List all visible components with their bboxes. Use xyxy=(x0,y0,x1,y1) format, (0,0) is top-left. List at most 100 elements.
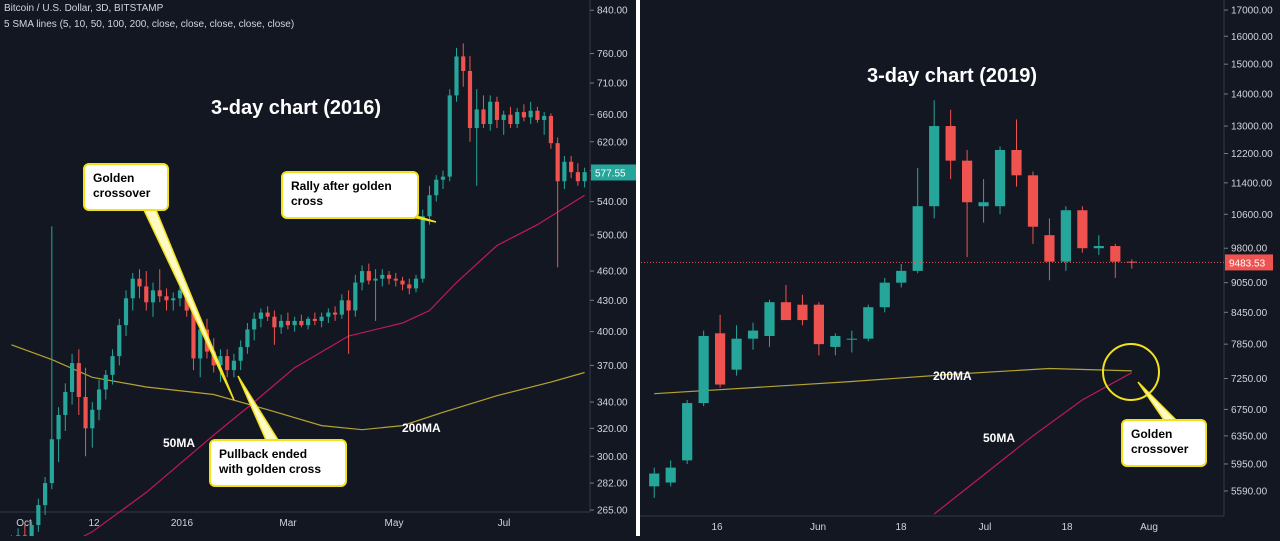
candle-up xyxy=(665,460,676,487)
ma50-label: 50MA xyxy=(163,436,195,450)
y-tick-label: 8450.00 xyxy=(1231,308,1268,319)
candle-up xyxy=(427,185,432,225)
candle-body xyxy=(569,161,574,173)
candle-body xyxy=(575,172,580,182)
candle-up xyxy=(764,299,775,347)
candle-body xyxy=(813,304,825,345)
candle-body xyxy=(682,403,693,461)
candle-body xyxy=(521,112,527,118)
candle-down xyxy=(555,137,560,268)
candle-down xyxy=(481,95,486,129)
candle-body xyxy=(339,300,344,315)
candle-up xyxy=(373,269,378,321)
y-tick-label: 14000.00 xyxy=(1231,90,1273,101)
candle-body xyxy=(535,110,540,120)
candle-down xyxy=(467,55,473,142)
candle-body xyxy=(137,278,142,287)
candle-body xyxy=(434,179,439,196)
candle-body xyxy=(929,126,940,207)
y-tick-label: 710.00 xyxy=(597,79,628,90)
candle-up xyxy=(319,312,324,328)
x-tick-label: Jul xyxy=(979,522,992,533)
x-tick-label: 2016 xyxy=(171,518,194,529)
candle-body xyxy=(474,109,479,129)
candle-up xyxy=(879,277,890,313)
candle-up xyxy=(474,89,479,186)
candle-body xyxy=(386,274,392,279)
candle-up xyxy=(454,47,459,102)
candle-down xyxy=(83,367,88,457)
candle-up xyxy=(36,498,41,532)
candle-up xyxy=(542,112,547,135)
y-tick-label: 11400.00 xyxy=(1231,178,1272,189)
candle-body xyxy=(177,290,183,299)
candle-body xyxy=(373,278,378,281)
candle-down xyxy=(386,271,392,285)
candle-body xyxy=(528,110,533,118)
current-price-tag xyxy=(1225,254,1273,271)
candle-body xyxy=(747,330,759,339)
callout-text: Golden xyxy=(93,171,134,185)
candle-up xyxy=(731,325,742,376)
y-tick-label: 540.00 xyxy=(597,197,628,208)
candle-up xyxy=(110,349,115,385)
ma50-line xyxy=(933,372,1133,515)
candle-up xyxy=(279,314,284,334)
candle-body xyxy=(36,505,41,525)
candle-up xyxy=(96,379,102,421)
candle-body xyxy=(1060,210,1072,262)
callout-text: crossover xyxy=(1131,442,1189,456)
callout-box xyxy=(1121,419,1207,467)
y-tick-label: 500.00 xyxy=(597,230,628,241)
candle-body xyxy=(461,56,466,72)
candle-down xyxy=(813,302,825,356)
y-tick-label: 16000.00 xyxy=(1231,32,1273,43)
candle-up xyxy=(339,294,344,319)
candle-body xyxy=(978,202,989,207)
y-tick-label: 9800.00 xyxy=(1231,244,1268,255)
candle-down xyxy=(137,269,142,299)
candle-up xyxy=(306,316,311,330)
candle-body xyxy=(366,271,371,281)
candle-up xyxy=(90,402,95,448)
candle-up xyxy=(130,272,135,311)
candle-up xyxy=(447,89,452,182)
ma200-label: 200MA xyxy=(402,421,441,435)
candle-body xyxy=(555,143,560,182)
candle-body xyxy=(1093,246,1104,249)
y-tick-label: 760.00 xyxy=(597,49,628,60)
candle-down xyxy=(265,306,270,321)
callout-box xyxy=(209,439,347,487)
chart-panel-2019: 17000.00 16000.00 15000.00 14000.00 13000.00… xyxy=(638,0,1273,533)
candle-up xyxy=(528,101,533,124)
x-tick-label: Mar xyxy=(279,518,297,529)
candle-body xyxy=(225,356,230,371)
candle-down xyxy=(508,106,513,129)
candle-down xyxy=(285,312,290,330)
candle-body xyxy=(245,329,250,348)
y-tick-label: 5950.00 xyxy=(1231,459,1268,470)
candle-up xyxy=(649,467,660,498)
candle-body xyxy=(994,149,1006,207)
y-tick-label: 340.00 xyxy=(597,398,628,409)
chart-title: 3-day chart (2019) xyxy=(867,65,1037,87)
candle-up xyxy=(380,269,385,287)
candle-body xyxy=(714,333,726,385)
candle-body xyxy=(29,524,34,539)
candle-up xyxy=(292,316,297,332)
candle-body xyxy=(780,302,792,321)
candle-body xyxy=(797,304,808,321)
candle-body xyxy=(413,278,419,289)
candle-up xyxy=(252,312,257,341)
candle-body xyxy=(440,176,446,180)
candle-body xyxy=(279,320,284,328)
candle-body xyxy=(515,112,520,124)
candle-body xyxy=(333,312,338,315)
callout-text: Golden xyxy=(1131,427,1172,441)
candle-down xyxy=(961,149,973,258)
candle-down xyxy=(945,109,956,180)
candle-body xyxy=(231,360,237,371)
